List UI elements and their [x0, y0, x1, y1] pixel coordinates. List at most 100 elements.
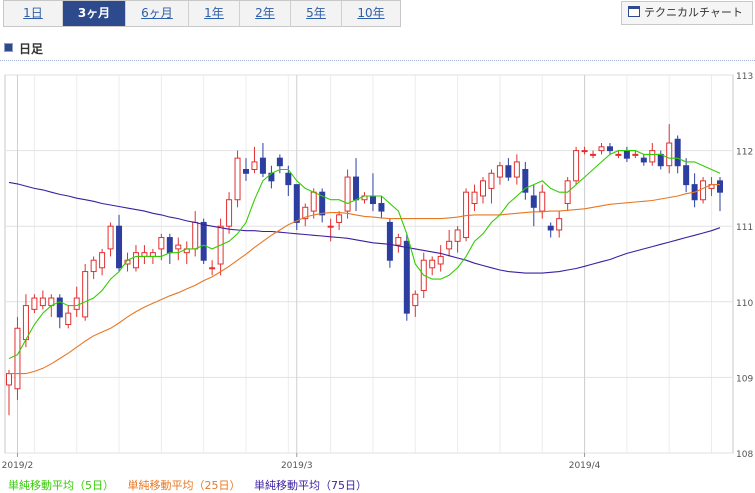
candle	[683, 158, 690, 193]
y-tick-label: 111	[736, 223, 753, 233]
candle	[226, 192, 233, 234]
candle	[344, 169, 351, 219]
candle-body	[14, 327, 21, 390]
candle-body	[209, 267, 216, 270]
candle-body	[674, 138, 681, 167]
candle-body	[259, 157, 266, 174]
candle-body	[623, 150, 630, 159]
candle	[446, 229, 453, 257]
candle	[412, 290, 419, 317]
candle	[606, 143, 613, 155]
candle-body	[158, 237, 165, 250]
candle	[454, 226, 461, 253]
candle-body	[192, 221, 199, 250]
candle	[522, 161, 529, 200]
candle	[209, 260, 216, 276]
candle-body	[454, 229, 461, 242]
candle-body	[226, 199, 233, 227]
candle	[175, 237, 182, 261]
candle-body	[22, 305, 29, 341]
candle	[573, 146, 580, 185]
candle-body	[488, 172, 495, 189]
candle	[717, 177, 723, 212]
candle	[293, 184, 300, 230]
tab-0[interactable]: 1日	[4, 1, 63, 26]
candle-body	[547, 225, 554, 231]
candle-body	[90, 259, 97, 273]
plot-area	[4, 74, 734, 454]
candle-body	[234, 157, 241, 201]
tab-4[interactable]: 2年	[240, 1, 291, 26]
candle-body	[99, 252, 106, 269]
technical-chart-label: テクニカルチャート	[644, 6, 743, 19]
candle-body	[717, 180, 723, 193]
candle	[674, 135, 681, 174]
candle-body	[310, 191, 317, 212]
candle	[471, 184, 478, 212]
candle-body	[649, 150, 656, 163]
tab-2[interactable]: 6ヶ月	[126, 1, 189, 26]
candle-body	[302, 206, 309, 220]
candle	[65, 305, 72, 329]
tab-3[interactable]: 1年	[189, 1, 240, 26]
candlestick-chart: 108 109 110 111 112 113 2019/2 2019/3 2019/4	[2, 72, 754, 471]
candle	[73, 286, 80, 317]
candle-body	[412, 293, 419, 307]
candle-body	[429, 259, 436, 269]
candle-body	[683, 165, 690, 186]
window-icon	[628, 6, 640, 17]
candle-body	[116, 225, 123, 269]
candle-body	[403, 240, 410, 314]
legend-ma5: 単純移動平均（5日）	[8, 479, 114, 492]
y-tick-label: 110	[736, 299, 753, 309]
section-marker-icon	[4, 43, 13, 52]
candle	[437, 245, 444, 272]
candle-body	[615, 153, 622, 156]
candle-body	[530, 195, 537, 208]
candle	[234, 150, 241, 208]
candle	[259, 143, 266, 178]
ma5-line	[8, 150, 721, 360]
candle	[530, 184, 537, 227]
candle	[632, 150, 639, 159]
candle	[116, 214, 123, 272]
candle	[285, 165, 292, 196]
x-tick-label: 2019/3	[281, 461, 313, 471]
candle-body	[496, 165, 503, 178]
candle	[513, 154, 520, 185]
y-tick-label: 112	[736, 148, 753, 158]
candle-body	[276, 157, 283, 167]
tab-1[interactable]: 3ヶ月	[63, 1, 126, 26]
tab-6[interactable]: 10年	[357, 6, 385, 20]
candle-body	[463, 191, 470, 239]
candle-body	[522, 169, 529, 193]
candle	[429, 256, 436, 276]
candle	[56, 294, 63, 329]
candle-body	[39, 297, 46, 307]
tab-5[interactable]: 5年	[291, 1, 342, 26]
candle	[132, 245, 139, 272]
candle	[107, 222, 114, 257]
section-separator	[0, 60, 755, 61]
candle-body	[378, 203, 385, 212]
candle-body	[132, 252, 139, 269]
candle	[581, 146, 588, 155]
candle	[700, 177, 707, 204]
x-tick-label: 2019/2	[2, 461, 34, 471]
candle-body	[590, 153, 597, 156]
candle-body	[369, 195, 376, 205]
y-tick-label: 108	[736, 450, 753, 460]
candle	[505, 158, 512, 181]
candle	[556, 211, 563, 238]
candle-body	[632, 153, 639, 156]
candle	[598, 143, 605, 155]
candle	[251, 146, 258, 174]
candle-body	[386, 221, 393, 261]
candle	[395, 233, 402, 253]
technical-chart-button[interactable]: テクニカルチャート	[621, 1, 753, 25]
candle-body	[107, 225, 114, 250]
candle	[200, 218, 207, 264]
candle	[403, 233, 410, 321]
candle-body	[31, 297, 38, 310]
candle-body	[200, 221, 207, 261]
